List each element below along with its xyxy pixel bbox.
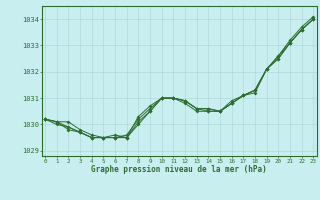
X-axis label: Graphe pression niveau de la mer (hPa): Graphe pression niveau de la mer (hPa) (91, 165, 267, 174)
